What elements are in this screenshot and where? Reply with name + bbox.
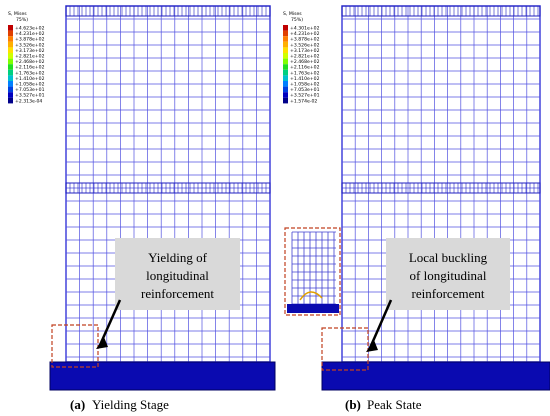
legend-swatch (283, 92, 288, 98)
arrow-head (366, 340, 378, 352)
legend-value: +2.821e+02 (290, 54, 320, 60)
legend-value: +2.313e-04 (15, 98, 42, 104)
inset (284, 227, 341, 316)
legend-swatch (8, 81, 13, 87)
legend-swatch (283, 75, 288, 81)
inset-foundation (287, 304, 339, 313)
legend-swatch (283, 86, 288, 93)
legend-value: +2.821e+02 (15, 54, 45, 60)
legend-swatch (283, 25, 288, 31)
legend-swatch (283, 58, 288, 65)
legend-swatch (283, 81, 288, 87)
legend-swatch (283, 41, 288, 48)
legend-value: +3.878e+02 (290, 37, 320, 43)
legend-swatch (8, 25, 13, 31)
legend-value: +4.623e+02 (15, 26, 45, 32)
foundation (49, 361, 276, 391)
legend-swatch (8, 86, 13, 93)
legend-value: +7.053e+01 (290, 87, 320, 93)
legend-value: +2.468e+02 (15, 59, 45, 65)
legend-swatch (283, 47, 288, 53)
caption: Yielding Stage (92, 397, 169, 412)
legend-value: +2.116e+02 (15, 65, 45, 71)
legend-value: +7.053e+01 (15, 87, 45, 93)
caption: Peak State (367, 397, 422, 412)
legend-swatch (283, 30, 288, 37)
legend-swatch (8, 92, 13, 98)
legend-swatch (8, 47, 13, 53)
arrow (368, 299, 393, 349)
legend-value: +1.574e-02 (290, 98, 317, 104)
arrow-head (96, 337, 108, 349)
legend-value: +1.763e+02 (290, 70, 320, 76)
caption-label: (a) (70, 397, 85, 412)
arrow (98, 299, 122, 346)
legend-value: +2.116e+02 (290, 65, 320, 71)
legend-swatch (283, 36, 288, 42)
legend-value: +1.058e+02 (15, 82, 45, 88)
legend-subtitle: 75%) (16, 17, 28, 23)
legend-swatch (8, 64, 13, 70)
legend-swatch (8, 75, 13, 81)
legend-value: +3.527e+01 (290, 93, 320, 99)
callout-text: Yielding of longitudinal reinforcement (141, 250, 214, 301)
legend-value: +4.231e+02 (15, 31, 45, 37)
legend-swatch (283, 64, 288, 70)
legend-value: +3.526e+02 (15, 42, 45, 48)
buckled-bar (299, 291, 323, 301)
legend-value: +1.410e+02 (290, 76, 320, 82)
callout-box (386, 238, 510, 310)
legend-subtitle: 75%) (291, 17, 303, 23)
callout-box (115, 238, 240, 310)
legend-value: +4.301e+02 (290, 26, 320, 32)
legend-value: +3.173e+02 (15, 48, 45, 54)
legend-swatch (283, 53, 288, 59)
legend-value: +2.468e+02 (290, 59, 320, 65)
legend-value: +3.527e+01 (15, 93, 45, 99)
legend-value: +1.763e+02 (15, 70, 45, 76)
legend-swatch (8, 36, 13, 42)
legend-swatch (8, 69, 13, 76)
legend-value: +3.526e+02 (290, 42, 320, 48)
foundation (321, 361, 550, 391)
legend-swatch (283, 97, 288, 104)
legend-value: +1.410e+02 (15, 76, 45, 82)
legend-swatch (8, 30, 13, 37)
legend-title: S, Mises (8, 11, 27, 17)
caption-label: (b) (345, 397, 361, 412)
legend-value: +1.058e+02 (290, 82, 320, 88)
callout-text: Local buckling of longitudinal reinforceme… (409, 250, 488, 301)
legend-swatch (8, 58, 13, 65)
legend-swatch (283, 69, 288, 76)
legend-value: +3.878e+02 (15, 37, 45, 43)
legend-title: S, Mises (283, 11, 302, 17)
legend-swatch (8, 41, 13, 48)
legend-swatch (8, 53, 13, 59)
legend-swatch (8, 97, 13, 104)
legend-value: +4.231e+02 (290, 31, 320, 37)
legend-value: +3.173e+02 (290, 48, 320, 54)
